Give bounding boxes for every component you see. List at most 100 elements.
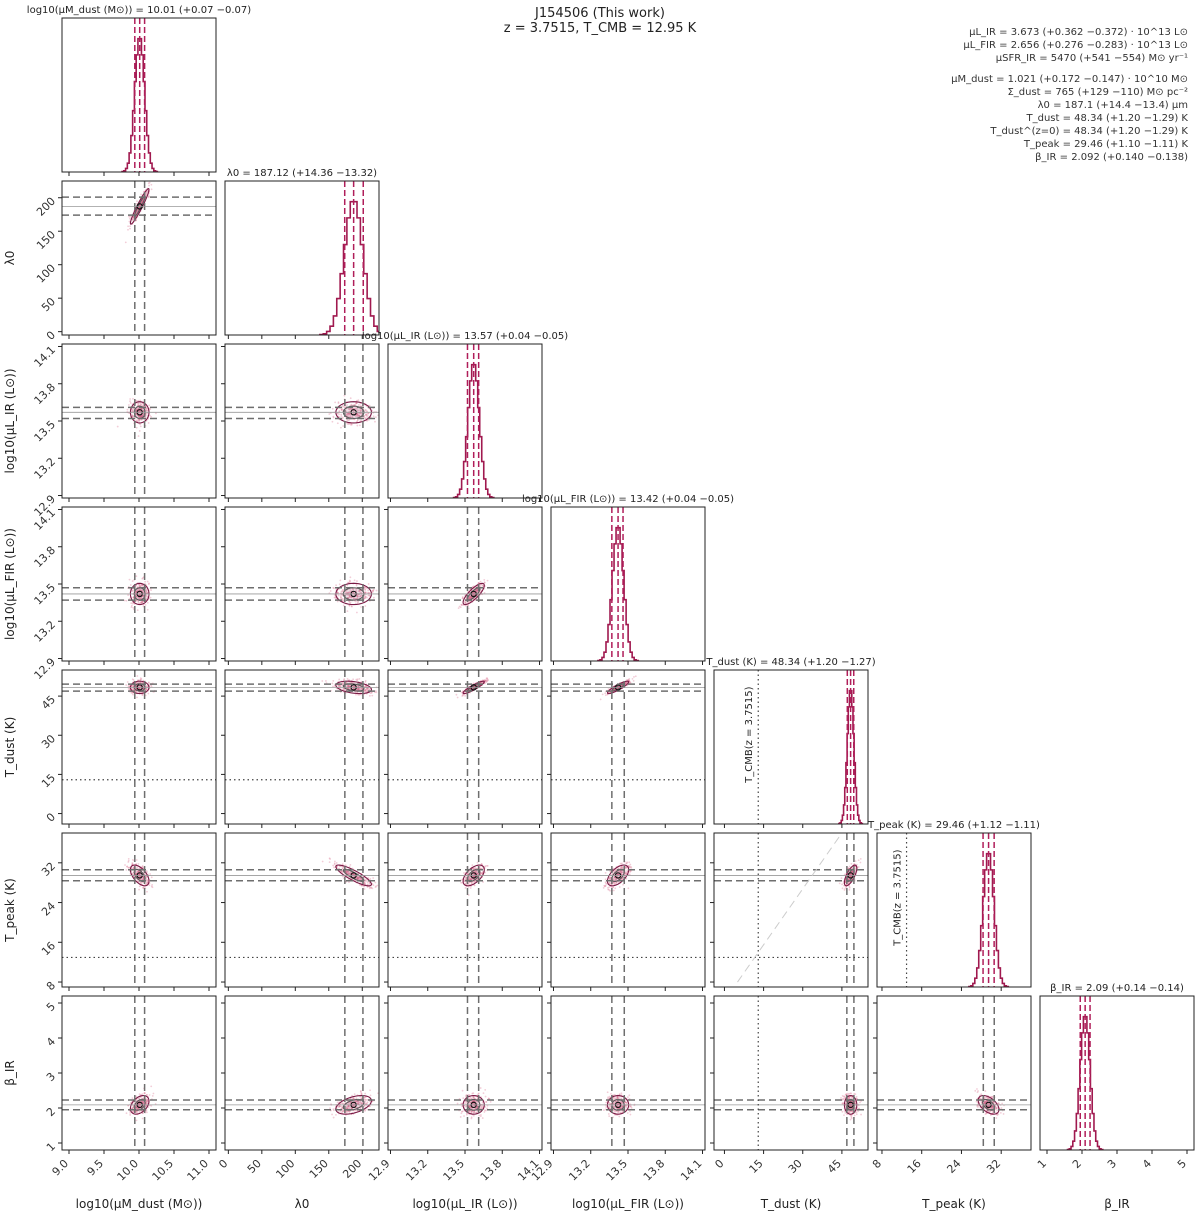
contour-panel-lfir-lir [384,506,543,665]
contour-panel-beta-lir: 12.9 13.2 13.5 13.8 14.1 [366,995,543,1184]
x-tick-label: 10.5 [150,1157,177,1184]
x-tick-label: 13.5 [441,1157,468,1184]
panel-frame [713,832,869,988]
figure-subtitle: z = 3.7515, T_CMB = 12.95 K [503,21,697,36]
panel-frame [713,995,869,1151]
contour-panel-lfir-lambda0 [221,506,380,665]
contour-panel-tpeak-mdust: 8 16 24 32 [39,832,217,993]
x-tick-label: 24 [944,1157,963,1176]
hist-panel-mdust: log10(μM_dust (M⊙)) = 10.01 (+0.07 −0.07… [27,5,251,176]
contour-panel-lfir-mdust: 12.913.213.513.814.1 [32,506,217,682]
x-axis-label-mdust: log10(μM_dust (M⊙)) [76,1197,203,1211]
y-tick-label: 4 [44,1035,58,1049]
x-tick-label: 13.5 [604,1157,631,1184]
panel-frame [550,995,706,1151]
y-tick-label: 13.8 [32,544,59,571]
x-tick-label: 13.8 [641,1157,668,1184]
panel-frame [224,180,380,336]
x-tick-label: 150 [307,1157,331,1181]
x-tick-label: 100 [273,1157,297,1181]
contour-panel-beta-mdust: 9.0 9.5 10.0 10.5 11.0 1 2 3 4 5 [44,995,217,1184]
summary-line: T_dust^(z=0) = 48.34 (+1.20 −1.29) K [990,126,1188,137]
x-tick-label: 2 [1070,1157,1084,1171]
x-tick-label: 0 [712,1157,726,1171]
panel-frame [387,343,543,499]
y-tick-label: 32 [39,860,58,879]
panel-title: λ0 = 187.12 (+14.36 −13.32) [227,168,377,179]
panel-frame [550,832,706,988]
x-tick-label: 5 [1175,1157,1189,1171]
figure-header: J154506 (This work) z = 3.7515, T_CMB = … [480,6,720,36]
y-tick-label: 13.2 [32,455,59,482]
panel-frame [224,995,380,1151]
x-tick-label: 45 [825,1157,844,1176]
y-tick-label: 1 [44,1140,58,1154]
contour-panel-tdust-lambda0 [221,669,380,828]
y-tick-label: 13.5 [32,418,59,445]
x-tick-label: 13.2 [403,1157,430,1184]
y-tick-label: 13.2 [32,618,59,645]
x-tick-label: 12.9 [366,1157,393,1184]
x-tick-label: 9.5 [85,1157,107,1179]
contour-panel-tdust-lfir [547,669,706,828]
figure-title: J154506 (This work) [535,6,665,21]
y-tick-label: 14.1 [32,343,59,370]
contour-panel-tpeak-lfir [547,832,706,991]
contour-panel-tpeak-lambda0 [221,832,380,991]
y-axis-label-lfir: log10(μL_FIR (L⊙)) [3,528,17,640]
x-axis-label-lfir: log10(μL_FIR (L⊙)) [572,1197,684,1211]
panel-frame [224,343,380,499]
panel-frame [387,832,543,988]
contour-panel-beta-lambda0: 0 50 100 150 200 [216,995,380,1181]
x-axis-label-lir: log10(μL_IR (L⊙)) [412,1197,517,1211]
y-tick-label: 16 [39,939,58,958]
panel-frame [224,832,380,988]
x-tick-label: 50 [245,1157,264,1176]
panel-frame [61,995,217,1151]
y-axis-label-lambda0: λ0 [3,251,17,266]
y-axis-label-tdust: T_dust (K) [3,717,17,779]
y-tick-label: 50 [39,295,58,314]
cmb-label: T_CMB(z = 3.7515) [893,849,904,946]
summary-line: μL_FIR = 2.656 (+0.276 −0.283) · 10^13 L… [963,40,1188,51]
x-tick-label: 200 [340,1157,364,1181]
x-tick-label: 13.2 [566,1157,593,1184]
panel-frame [876,832,1032,988]
summary-line: Σ_dust = 765 (+129 −110) M⊙ pc⁻² [1007,87,1188,98]
panel-title: T_peak (K) = 29.46 (+1.12 −1.11) [867,820,1040,831]
x-tick-label: 9.0 [50,1157,72,1179]
summary-line: μM_dust = 1.021 (+0.172 −0.147) · 10^10 … [951,74,1188,85]
contour-panel-tpeak-tdust [710,832,869,991]
y-tick-label: 0 [44,810,58,824]
x-tick-label: 0 [216,1157,230,1171]
panel-title: β_IR = 2.09 (+0.14 −0.14) [1050,983,1184,994]
panel-frame [61,832,217,988]
hist-panel-lfir: log10(μL_FIR (L⊙)) = 13.42 (+0.04 −0.05) [522,494,734,665]
reference-diagonal [737,833,843,983]
hist-panel-tdust: T_CMB(z = 3.7515) T_dust (K) = 48.34 (+1.… [705,657,876,828]
contour-panel-lir-mdust: 12.913.213.513.814.1 [32,343,217,519]
panel-title: log10(μL_IR (L⊙)) = 13.57 (+0.04 −0.05) [362,331,568,342]
panel-title: log10(μL_FIR (L⊙)) = 13.42 (+0.04 −0.05) [522,494,734,505]
y-tick-label: 5 [44,1000,58,1014]
panel-frame [876,995,1032,1151]
panel-frame [1039,995,1195,1151]
y-axis-label-lir: log10(μL_IR (L⊙)) [3,368,17,473]
contour-panel-tdust-mdust: 0 15 30 45 [39,669,217,828]
x-tick-label: 32 [984,1157,1003,1176]
y-axis-label-beta: β_IR [3,1060,17,1086]
hist-panel-lir: log10(μL_IR (L⊙)) = 13.57 (+0.04 −0.05) [362,331,568,502]
y-tick-label: 8 [44,979,58,993]
y-tick-label: 13.5 [32,581,59,608]
summary-panel: μL_IR = 3.673 (+0.362 −0.372) · 10^13 L⊙… [951,26,1188,164]
contour-panel-tdust-lir [384,669,543,828]
contour-panel-lir-lambda0 [221,343,380,502]
y-tick-label: 45 [39,693,58,712]
summary-line: β_IR = 2.092 (+0.140 −0.138) [1035,152,1188,163]
panel-title: T_dust (K) = 48.34 (+1.20 −1.27) [705,657,875,668]
summary-line: λ0 = 187.1 (+14.4 −13.4) μm [1037,100,1188,111]
x-tick-label: 11.0 [185,1157,212,1184]
x-tick-label: 30 [786,1157,805,1176]
hist-panel-lambda0: λ0 = 187.12 (+14.36 −13.32) [224,168,380,339]
summary-line: μL_IR = 3.673 (+0.362 −0.372) · 10^13 L⊙ [969,27,1188,38]
